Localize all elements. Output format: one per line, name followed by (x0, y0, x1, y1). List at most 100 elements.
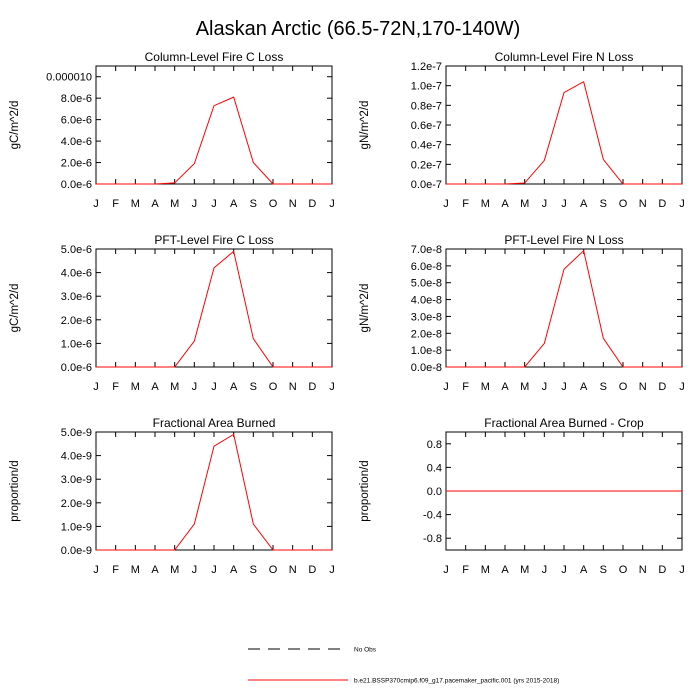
x-tick-label: J (329, 381, 335, 393)
x-tick-label: A (580, 198, 588, 210)
x-tick-label: A (501, 198, 509, 210)
y-tick-label: -0.8 (423, 533, 442, 545)
x-tick-label: F (462, 564, 469, 576)
x-tick-label: J (93, 198, 99, 210)
series-line-1 (96, 433, 332, 551)
x-tick-label: A (501, 381, 509, 393)
x-tick-label: J (211, 198, 217, 210)
y-tick-label: -0.4 (423, 510, 442, 522)
x-tick-label: J (542, 564, 548, 576)
y-axis-label: gN/m^2/d (359, 284, 371, 333)
y-tick-label: 5.0e-9 (61, 427, 92, 439)
x-tick-label: O (269, 564, 278, 576)
x-tick-label: M (170, 198, 179, 210)
y-tick-label: 0.0e-9 (61, 545, 92, 557)
x-tick-label: J (211, 381, 217, 393)
y-axis-label: gC/m^2/d (9, 101, 21, 150)
x-tick-label: J (679, 381, 685, 393)
y-tick-label: 0.8e-7 (411, 100, 442, 112)
x-tick-label: J (542, 198, 548, 210)
x-tick-label: O (619, 564, 628, 576)
x-tick-label: J (329, 198, 335, 210)
x-tick-label: N (639, 198, 647, 210)
y-tick-label: 1.2e-7 (411, 61, 442, 73)
figure-title: Alaskan Arctic (66.5-72N,170-140W) (196, 18, 521, 40)
y-tick-label: 5.0e-6 (61, 244, 92, 256)
x-tick-label: D (658, 381, 666, 393)
x-tick-label: F (462, 381, 469, 393)
y-tick-label: 0.4e-7 (411, 140, 442, 152)
x-tick-label: F (112, 564, 119, 576)
x-tick-label: A (230, 564, 238, 576)
x-tick-label: S (250, 381, 257, 393)
x-tick-label: M (170, 381, 179, 393)
x-tick-label: F (112, 198, 119, 210)
y-tick-label: 1.0e-8 (411, 345, 442, 357)
x-tick-label: N (639, 381, 647, 393)
y-tick-label: 0.4 (427, 462, 442, 474)
x-tick-label: J (93, 564, 99, 576)
panel-title: Column-Level Fire C Loss (145, 50, 284, 64)
x-tick-label: M (520, 381, 529, 393)
y-tick-label: 0.0e-7 (411, 179, 442, 191)
x-tick-label: M (131, 564, 140, 576)
panel-title: PFT-Level Fire C Loss (154, 233, 273, 247)
y-tick-label: 3.0e-9 (61, 474, 92, 486)
y-tick-label: 4.0e-8 (411, 295, 442, 307)
x-tick-label: J (329, 564, 335, 576)
x-tick-label: D (658, 198, 666, 210)
x-tick-label: F (112, 381, 119, 393)
y-tick-label: 1.0e-7 (411, 81, 442, 93)
x-tick-label: A (151, 198, 159, 210)
x-tick-label: A (230, 381, 238, 393)
legend-no-obs-label: No Obs (354, 647, 377, 654)
x-tick-label: N (289, 564, 297, 576)
y-tick-label: 6.0e-8 (411, 261, 442, 273)
x-tick-label: S (600, 564, 607, 576)
panel-title: PFT-Level Fire N Loss (504, 233, 623, 247)
series-line-1 (446, 249, 682, 368)
plot-frame (445, 65, 683, 185)
y-axis-label: proportion/d (9, 460, 21, 521)
x-tick-label: J (561, 564, 567, 576)
y-tick-label: 4.0e-6 (61, 136, 92, 148)
x-tick-label: J (443, 381, 449, 393)
panel-title: Fractional Area Burned - Crop (484, 416, 644, 430)
y-tick-label: 7.0e-8 (411, 244, 442, 256)
y-tick-label: 4.0e-9 (61, 451, 92, 463)
x-tick-label: O (619, 198, 628, 210)
x-tick-label: S (600, 198, 607, 210)
plot-frame (95, 65, 333, 185)
y-tick-label: 2.0e-6 (61, 158, 92, 170)
y-axis-label: gC/m^2/d (9, 284, 21, 333)
x-tick-label: N (289, 381, 297, 393)
legend: No Obs b.e21.BSSP370cmip6.f09_g17.pacema… (248, 647, 559, 685)
y-tick-label: 0.000010 (46, 72, 92, 84)
x-tick-label: D (658, 564, 666, 576)
panel-title: Fractional Area Burned (153, 416, 276, 430)
y-tick-label: 0.0 (427, 486, 442, 498)
x-tick-label: J (443, 564, 449, 576)
x-tick-label: A (151, 564, 159, 576)
x-tick-label: A (580, 381, 588, 393)
series-line-1 (96, 96, 332, 185)
x-tick-label: J (443, 198, 449, 210)
x-tick-label: A (230, 198, 238, 210)
y-tick-label: 1.0e-6 (61, 338, 92, 350)
y-tick-label: 0.6e-7 (411, 120, 442, 132)
y-tick-label: 2.0e-9 (61, 498, 92, 510)
y-tick-label: 0.0e-6 (61, 362, 92, 374)
x-tick-label: J (561, 198, 567, 210)
x-tick-label: S (250, 198, 257, 210)
x-tick-label: S (250, 564, 257, 576)
x-tick-label: J (192, 381, 198, 393)
x-tick-label: M (481, 381, 490, 393)
y-tick-label: 2.0e-8 (411, 328, 442, 340)
x-tick-label: J (561, 381, 567, 393)
